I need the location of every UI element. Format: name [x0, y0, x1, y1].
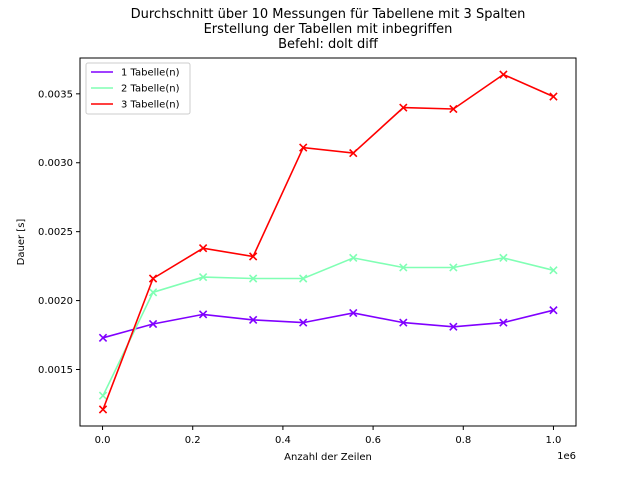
x-tick-label: 0.8 — [455, 435, 471, 446]
data-point-marker — [198, 244, 208, 253]
data-point-marker — [98, 405, 108, 414]
chart-title-line-2: Erstellung der Tabellen mit inbegriffen — [203, 22, 453, 37]
y-tick-label: 0.0025 — [38, 227, 73, 238]
data-point-marker — [549, 266, 558, 275]
data-point-marker — [248, 274, 258, 283]
data-point-marker — [549, 306, 558, 315]
data-point-marker — [299, 143, 308, 152]
data-point-marker — [349, 308, 358, 318]
chart-title-line-1: Durchschnitt über 10 Messungen für Tabel… — [130, 7, 526, 22]
chart-title-line-3: Befehl: dolt diff — [278, 37, 378, 52]
x-tick-label: 0.4 — [275, 435, 291, 446]
y-tick-label: 0.0035 — [38, 89, 73, 100]
data-point-marker — [399, 263, 408, 272]
data-point-marker — [148, 288, 158, 297]
data-point-marker — [499, 318, 508, 327]
data-point-marker — [349, 148, 358, 158]
legend-box — [85, 62, 191, 115]
plot-area — [80, 58, 576, 426]
data-point-marker — [449, 263, 458, 272]
series-line — [102, 309, 554, 339]
data-point-marker — [499, 70, 508, 79]
legend-label: 1 Tabelle(n) — [121, 68, 180, 79]
x-tick-label: 0.2 — [185, 435, 201, 446]
legend-label: 2 Tabelle(n) — [121, 84, 180, 95]
data-point-marker — [198, 272, 208, 282]
data-point-marker — [349, 253, 358, 263]
x-tick-label: 0.0 — [95, 435, 111, 446]
data-point-marker — [98, 391, 108, 400]
data-point-marker — [148, 274, 158, 283]
series-line — [102, 257, 554, 397]
legend-label: 3 Tabelle(n) — [121, 100, 180, 111]
data-point-marker — [449, 104, 458, 114]
y-axis-label: Dauer [s] — [16, 219, 27, 266]
data-point-marker — [248, 315, 258, 325]
y-tick-label: 0.0015 — [38, 365, 73, 376]
data-point-marker — [248, 252, 258, 261]
y-tick-label: 0.0030 — [38, 158, 73, 169]
data-point-marker — [399, 318, 408, 327]
data-point-marker — [499, 253, 508, 263]
x-tick-label: 0.6 — [365, 435, 381, 446]
data-point-marker — [299, 318, 308, 327]
series-line — [102, 73, 554, 410]
data-point-marker — [299, 274, 308, 283]
plot-frame — [79, 57, 577, 427]
x-offset-label: 1e6 — [557, 451, 576, 462]
data-point-marker — [399, 103, 408, 112]
data-point-marker — [449, 322, 458, 331]
y-tick-label: 0.0020 — [38, 296, 73, 307]
data-point-marker — [98, 333, 108, 342]
x-tick-label: 1.0 — [546, 435, 562, 446]
data-point-marker — [198, 310, 208, 319]
data-point-marker — [549, 92, 558, 101]
data-point-marker — [148, 319, 158, 329]
x-axis-label: Anzahl der Zeilen — [284, 452, 372, 463]
